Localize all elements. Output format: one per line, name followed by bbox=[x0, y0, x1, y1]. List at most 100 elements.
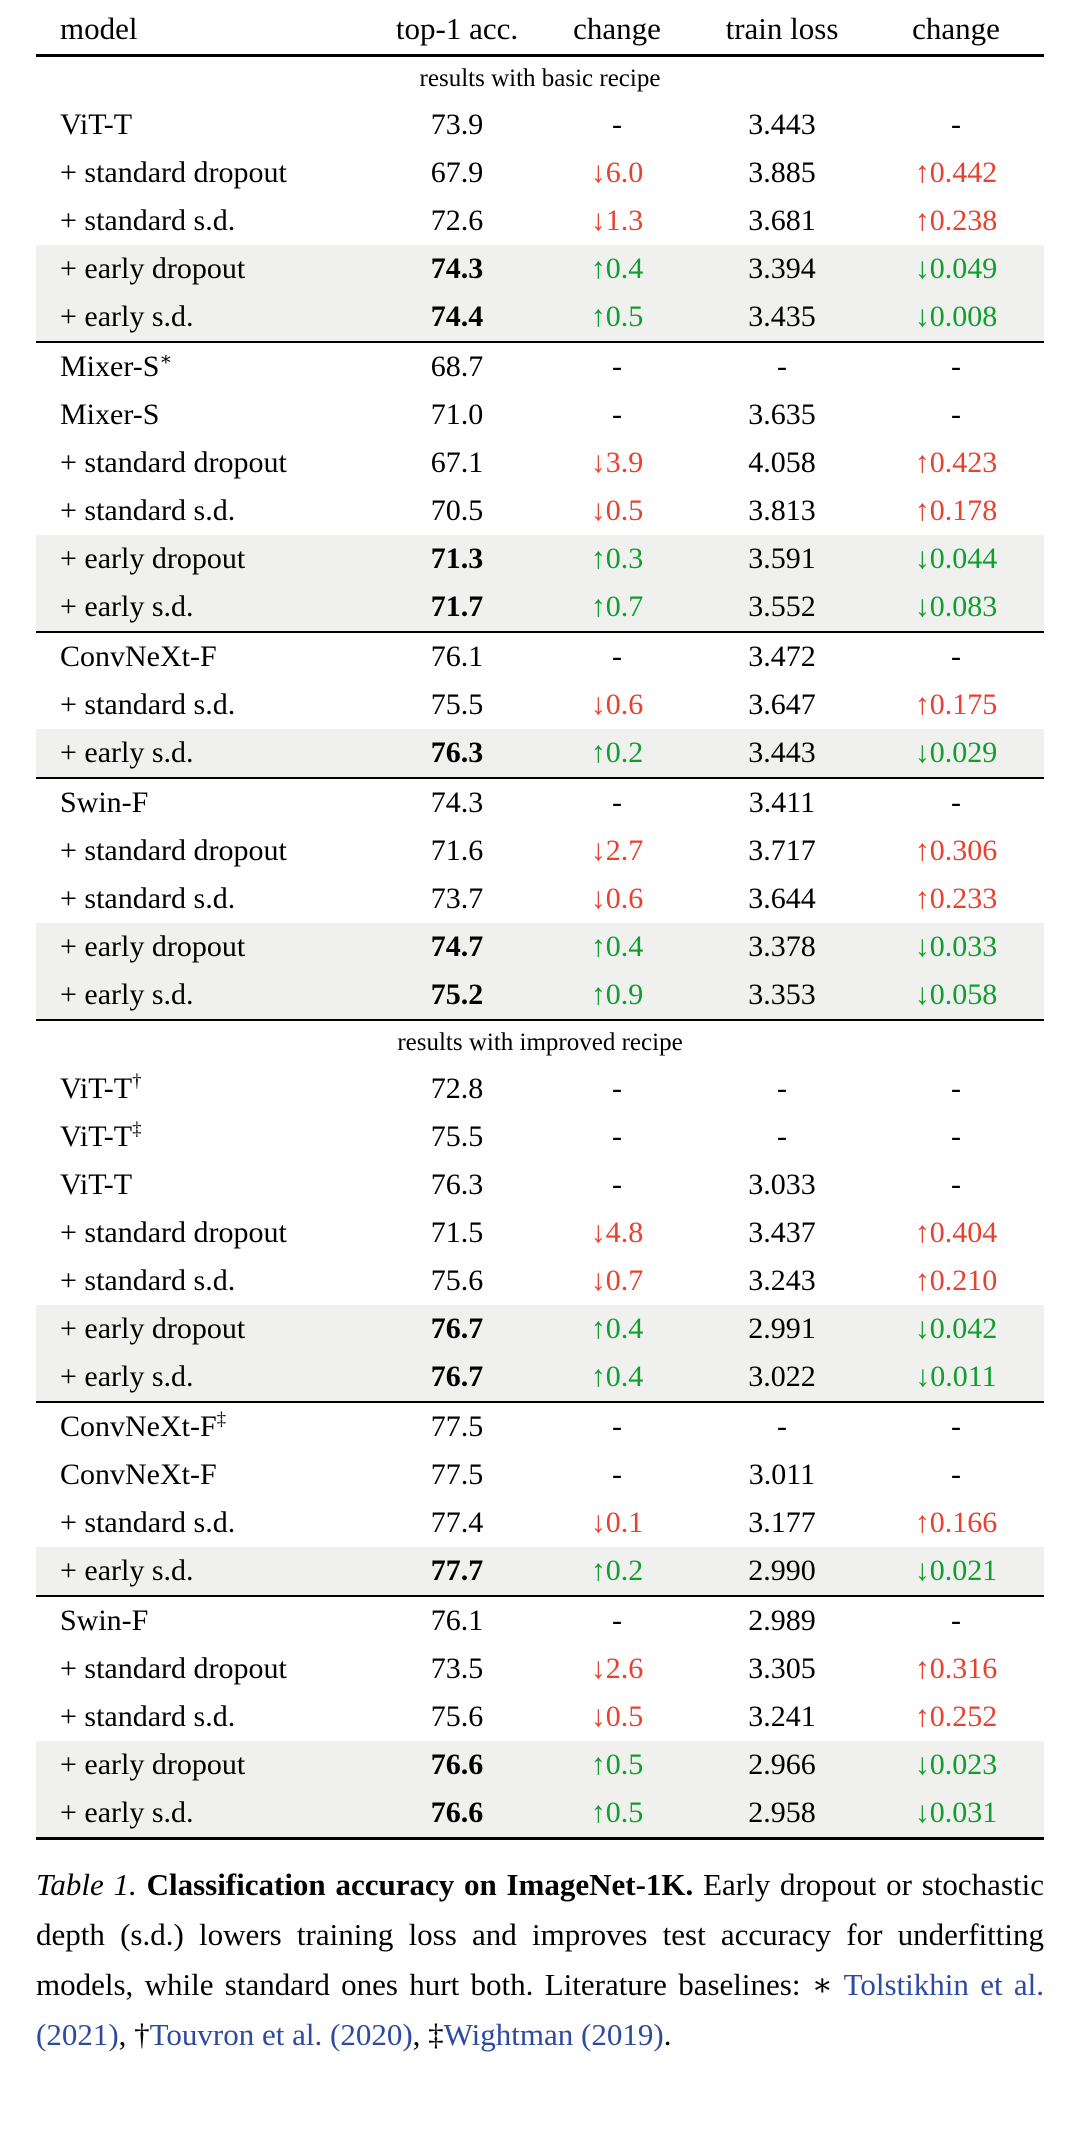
train-loss-value: 2.990 bbox=[748, 1554, 816, 1587]
train-loss-value: - bbox=[777, 350, 787, 383]
model-name: + early s.d. bbox=[60, 978, 194, 1011]
accuracy-change-value: ↓0.6 bbox=[590, 688, 644, 721]
citation-link[interactable]: (2021) bbox=[36, 2017, 119, 2052]
table-row: ViT-T† 72.8 - - - bbox=[36, 1065, 1044, 1113]
model-name: + standard s.d. bbox=[60, 882, 236, 915]
citation-link[interactable]: Touvron et al. bbox=[149, 2017, 323, 2052]
top1-accuracy-value: 77.7 bbox=[430, 1554, 484, 1587]
accuracy-change-value: ↑0.3 bbox=[590, 542, 644, 575]
loss-change-value: - bbox=[951, 350, 961, 383]
accuracy-change-value: - bbox=[612, 108, 622, 141]
top1-accuracy-value: 71.0 bbox=[430, 398, 484, 431]
model-group: ConvNeXt-F 76.1 - 3.472 - + standard s.d. 75.5… bbox=[36, 631, 1044, 777]
model-group: Swin-F 74.3 - 3.411 - + standard dropout 71.6 ↓… bbox=[36, 777, 1044, 1019]
table-row: + standard s.d. 75.6 ↓0.5 3.241 ↑0.252 bbox=[36, 1693, 1044, 1741]
train-loss-value: 3.243 bbox=[748, 1264, 816, 1297]
model-name: + early s.d. bbox=[60, 736, 194, 769]
model-name: + early dropout bbox=[60, 542, 246, 575]
loss-change-value: - bbox=[951, 1458, 961, 1491]
citation-link[interactable]: (2020) bbox=[330, 2017, 413, 2052]
citation-link[interactable]: Tolstikhin et al. bbox=[843, 1967, 1045, 2002]
accuracy-change-value: ↓2.7 bbox=[590, 834, 644, 867]
table-row: Mixer-S∗ 68.7 - - - bbox=[36, 343, 1044, 391]
train-loss-value: 3.378 bbox=[748, 930, 816, 963]
train-loss-value: 3.647 bbox=[748, 688, 816, 721]
caption-text bbox=[322, 2017, 330, 2052]
accuracy-change-value: - bbox=[612, 1120, 622, 1153]
model-name: ConvNeXt-F bbox=[60, 1458, 217, 1491]
train-loss-value: 2.991 bbox=[748, 1312, 816, 1345]
model-name: + standard s.d. bbox=[60, 688, 236, 721]
table-row: + standard dropout 73.5 ↓2.6 3.305 ↑0.316 bbox=[36, 1645, 1044, 1693]
accuracy-change-value: ↓4.8 bbox=[590, 1216, 644, 1249]
loss-change-value: ↓0.058 bbox=[914, 978, 998, 1011]
table-header-row: model top-1 acc. change train loss change bbox=[36, 2, 1044, 57]
train-loss-value: 3.591 bbox=[748, 542, 816, 575]
model-name: + standard dropout bbox=[60, 156, 287, 189]
table-row: + early dropout 74.3 ↑0.4 3.394 ↓0.049 bbox=[36, 245, 1044, 293]
train-loss-value: 3.644 bbox=[748, 882, 816, 915]
loss-change-value: ↓0.023 bbox=[914, 1748, 998, 1781]
accuracy-change-value: ↓6.0 bbox=[590, 156, 644, 189]
train-loss-value: 4.058 bbox=[748, 446, 816, 479]
top1-accuracy-value: 76.7 bbox=[430, 1360, 484, 1393]
top1-accuracy-value: 73.7 bbox=[430, 882, 484, 915]
model-name: + early s.d. bbox=[60, 1796, 194, 1829]
top1-accuracy-value: 76.6 bbox=[430, 1748, 484, 1781]
loss-change-value: ↑0.166 bbox=[914, 1506, 998, 1539]
loss-change-value: - bbox=[951, 640, 961, 673]
top1-accuracy-value: 71.6 bbox=[430, 834, 484, 867]
model-group: ViT-T† 72.8 - - - ViT-T‡ 75.5 - - - ViT-T 76.3 - 3.03… bbox=[36, 1065, 1044, 1401]
accuracy-change-value: ↓0.5 bbox=[590, 494, 644, 527]
column-header-train-loss: train loss bbox=[725, 10, 839, 46]
top1-accuracy-value: 76.3 bbox=[430, 736, 484, 769]
model-name: + standard s.d. bbox=[60, 1700, 236, 1733]
model-name: ViT-T bbox=[60, 1168, 133, 1201]
table-row: + standard s.d. 75.6 ↓0.7 3.243 ↑0.210 bbox=[36, 1257, 1044, 1305]
top1-accuracy-value: 71.7 bbox=[430, 590, 484, 623]
loss-change-value: ↑0.423 bbox=[914, 446, 998, 479]
model-name: ViT-T† bbox=[60, 1071, 142, 1105]
table-row: Swin-F 74.3 - 3.411 - bbox=[36, 779, 1044, 827]
top1-accuracy-value: 67.1 bbox=[430, 446, 484, 479]
top1-accuracy-value: 76.1 bbox=[430, 1604, 484, 1637]
accuracy-change-value: - bbox=[612, 1168, 622, 1201]
top1-accuracy-value: 71.5 bbox=[430, 1216, 484, 1249]
model-name: ViT-T bbox=[60, 108, 133, 141]
loss-change-value: ↓0.049 bbox=[914, 252, 998, 285]
citation-link[interactable]: (2019) bbox=[581, 2017, 664, 2052]
top1-accuracy-value: 73.9 bbox=[430, 108, 484, 141]
table-caption: Table 1. Classification accuracy on Imag… bbox=[36, 1860, 1044, 2060]
accuracy-change-value: ↓0.5 bbox=[590, 1700, 644, 1733]
train-loss-value: - bbox=[777, 1072, 787, 1105]
loss-change-value: ↓0.008 bbox=[914, 300, 998, 333]
table-row: + early s.d. 76.7 ↑0.4 3.022 ↓0.011 bbox=[36, 1353, 1044, 1401]
table-row: + early dropout 76.6 ↑0.5 2.966 ↓0.023 bbox=[36, 1741, 1044, 1789]
train-loss-value: 3.472 bbox=[748, 640, 816, 673]
results-table: model top-1 acc. change train loss change re… bbox=[36, 2, 1044, 1840]
top1-accuracy-value: 68.7 bbox=[430, 350, 484, 383]
accuracy-change-value: ↑0.4 bbox=[590, 252, 644, 285]
top1-accuracy-value: 77.5 bbox=[430, 1410, 484, 1443]
caption-text bbox=[573, 2017, 581, 2052]
top1-accuracy-value: 71.3 bbox=[430, 542, 484, 575]
citation-link[interactable]: Wightman bbox=[443, 2017, 574, 2052]
train-loss-value: 3.394 bbox=[748, 252, 816, 285]
caption-text: . bbox=[663, 2017, 672, 2052]
table-row: + standard s.d. 70.5 ↓0.5 3.813 ↑0.178 bbox=[36, 487, 1044, 535]
model-name: + standard s.d. bbox=[60, 1506, 236, 1539]
loss-change-value: - bbox=[951, 1072, 961, 1105]
loss-change-value: ↑0.233 bbox=[914, 882, 998, 915]
table-row: + standard s.d. 72.6 ↓1.3 3.681 ↑0.238 bbox=[36, 197, 1044, 245]
table-row: + early dropout 74.7 ↑0.4 3.378 ↓0.033 bbox=[36, 923, 1044, 971]
train-loss-value: 3.717 bbox=[748, 834, 816, 867]
model-name: Swin-F bbox=[60, 786, 149, 819]
column-header-model: model bbox=[60, 10, 138, 46]
top1-accuracy-value: 76.6 bbox=[430, 1796, 484, 1829]
model-name: Mixer-S∗ bbox=[60, 349, 173, 383]
caption-text: Classification accuracy on ImageNet-1K. bbox=[146, 1867, 694, 1902]
accuracy-change-value: ↓2.6 bbox=[590, 1652, 644, 1685]
column-header-top1-acc: top-1 acc. bbox=[395, 10, 519, 46]
model-name: + early dropout bbox=[60, 1748, 246, 1781]
